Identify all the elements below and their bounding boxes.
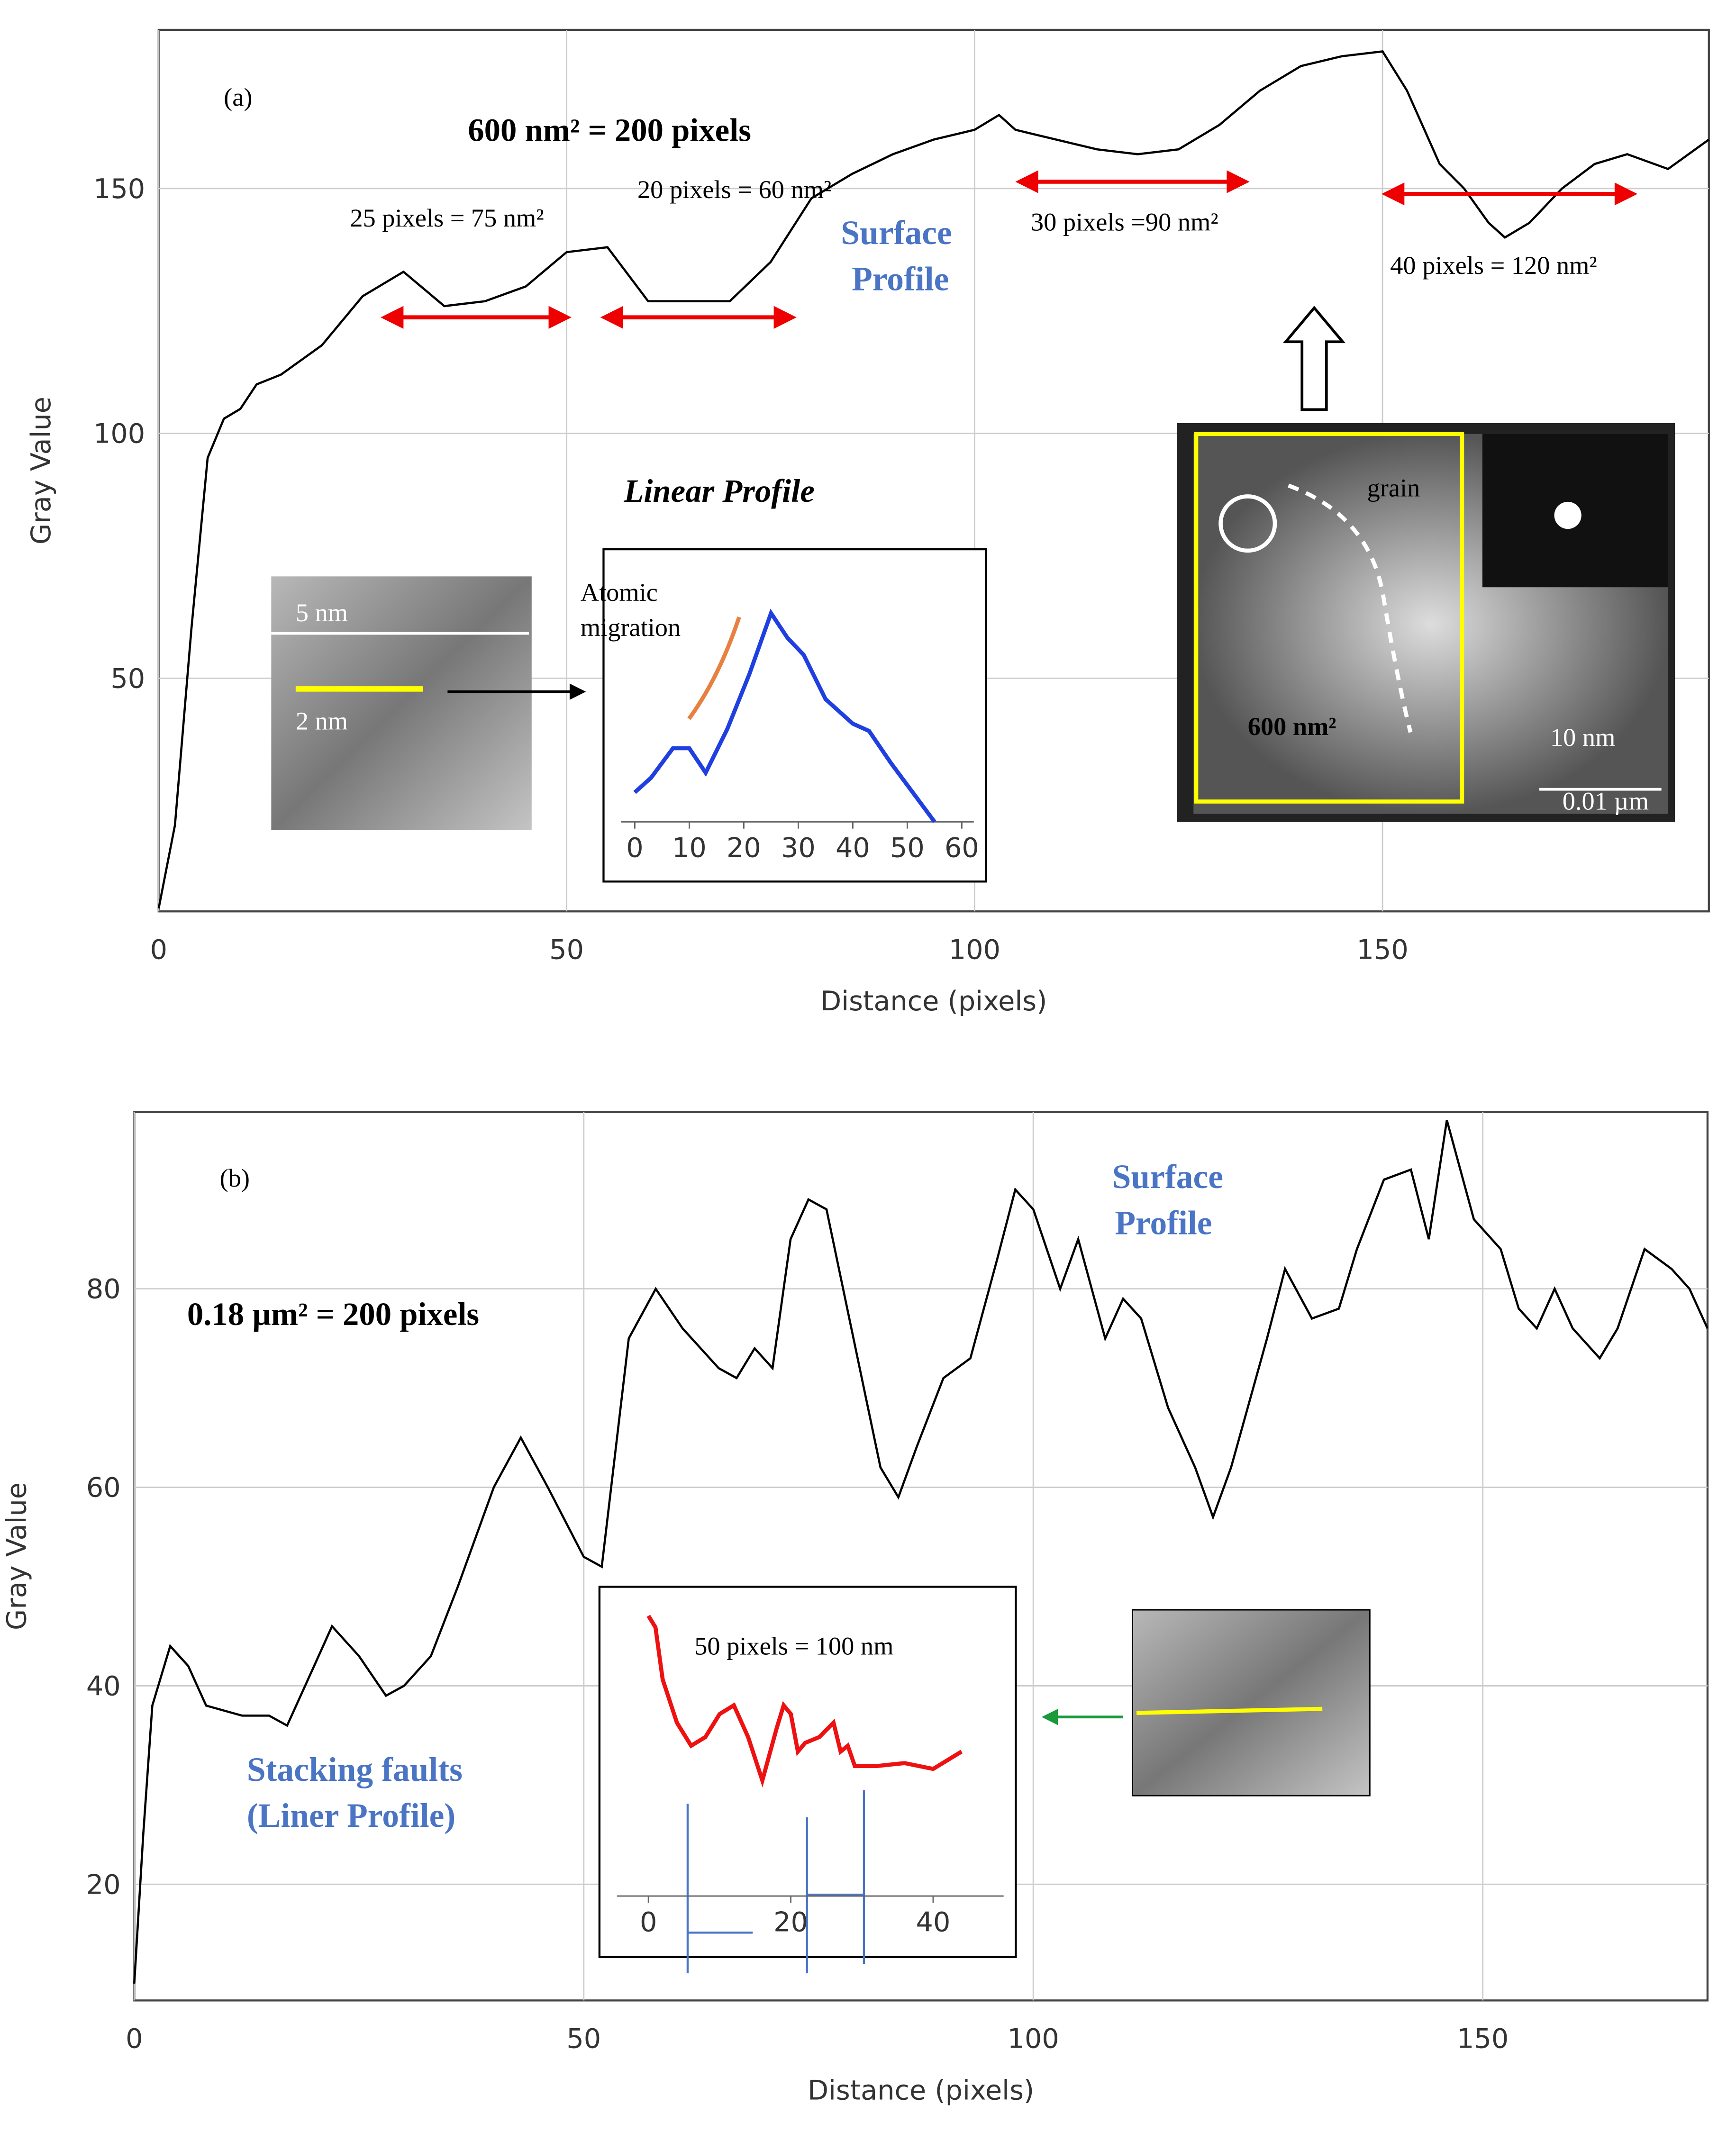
x-tick-label: 100 <box>949 934 1000 965</box>
profile-line <box>1136 1706 1323 1715</box>
y-tick-label: 80 <box>86 1274 121 1305</box>
x-tick-label: 20 <box>773 1906 808 1938</box>
x-tick-label: 60 <box>945 833 979 864</box>
x-tick-label: 40 <box>916 1906 951 1938</box>
y-tick-label: 40 <box>86 1670 121 1702</box>
annotation: 25 pixels = 75 nm² <box>350 204 544 232</box>
y-tick-label: 100 <box>93 418 145 450</box>
annotation: 0.01 µm <box>1563 787 1649 816</box>
annotation: 50 pixels = 100 nm <box>694 1632 893 1660</box>
x-tick-label: 150 <box>1457 2023 1509 2055</box>
x-tick-label: 30 <box>781 833 816 864</box>
y-axis-label: Gray Value <box>1 1482 32 1630</box>
annotation: 2 nm <box>296 707 348 735</box>
arrow-head <box>1041 1709 1058 1725</box>
annotation: Linear Profile <box>623 473 814 509</box>
up-arrow <box>1282 306 1346 411</box>
x-tick-label: 150 <box>1357 934 1409 965</box>
annotations-a: (a) 600 nm² = 200 pixels 25 pixels = 75 … <box>224 83 1675 883</box>
annotation: Profile <box>1115 1204 1212 1242</box>
annotation: grain <box>1367 473 1420 502</box>
annotation: 600 nm² = 200 pixels <box>468 112 751 148</box>
span-marks <box>686 1790 865 1974</box>
annotation: 5 nm <box>296 599 348 627</box>
selection <box>1194 432 1464 804</box>
span-arrows <box>381 170 1638 329</box>
x-tick-label: 100 <box>1008 2023 1059 2055</box>
x-tick-label: 50 <box>549 934 584 965</box>
diffraction-spot <box>1554 501 1581 529</box>
annotation: 40 pixels = 120 nm² <box>1390 251 1597 280</box>
y-tick-label: 60 <box>86 1472 121 1504</box>
annotation: Atomic <box>581 578 658 607</box>
x-tick-label: 0 <box>640 1906 657 1938</box>
micrograph <box>271 576 532 830</box>
x-tick-label: 0 <box>626 833 643 864</box>
line <box>633 608 936 823</box>
x-tick-label: 0 <box>150 934 167 965</box>
panel-label: (b) <box>220 1164 250 1192</box>
y-axis-label: Gray Value <box>26 397 57 544</box>
x-axis-label: Distance (pixels) <box>820 986 1047 1017</box>
annotation: 20 pixels = 60 nm² <box>637 175 831 204</box>
annotation: Surface <box>841 214 952 252</box>
annotation: 30 pixels =90 nm² <box>1031 208 1218 236</box>
micrograph <box>1132 1609 1371 1796</box>
x-tick-label: 20 <box>727 833 761 864</box>
line <box>157 50 1710 909</box>
annotation: Profile <box>852 260 949 298</box>
y-tick-label: 50 <box>110 663 145 694</box>
annotation: (Liner Profile) <box>247 1797 455 1834</box>
annotation: 0.18 µm² = 200 pixels <box>187 1296 479 1332</box>
x-tick-label: 50 <box>890 833 925 864</box>
inset-frame <box>602 548 987 883</box>
migration-arrow <box>687 616 741 720</box>
x-tick-label: 10 <box>672 833 707 864</box>
annotation: 10 nm <box>1550 723 1615 752</box>
arrow-head <box>569 683 586 700</box>
x-tick-label: 50 <box>566 2023 601 2055</box>
line <box>646 1615 963 1788</box>
annotations-b: (b) 0.18 µm² = 200 pixels Surface Profil… <box>187 1158 1371 1974</box>
chart-b: 20 40 60 80 0 50 100 150 Distance (pixels) Gray V… <box>1 1111 1709 2106</box>
panel-label: (a) <box>224 83 252 111</box>
y-tick-label: 20 <box>86 1869 121 1900</box>
x-tick-label: 0 <box>126 2023 143 2055</box>
annotation: migration <box>581 613 681 642</box>
line <box>133 1120 1709 1984</box>
y-tick-label: 150 <box>93 173 145 205</box>
grain-boundary <box>1288 483 1413 733</box>
annotation: 600 nm² <box>1248 712 1336 741</box>
marker <box>1218 494 1277 553</box>
x-axis-label: Distance (pixels) <box>808 2075 1034 2106</box>
annotation: Surface <box>1112 1158 1223 1196</box>
annotation: Stacking faults <box>247 1751 463 1788</box>
x-tick-label: 40 <box>836 833 870 864</box>
